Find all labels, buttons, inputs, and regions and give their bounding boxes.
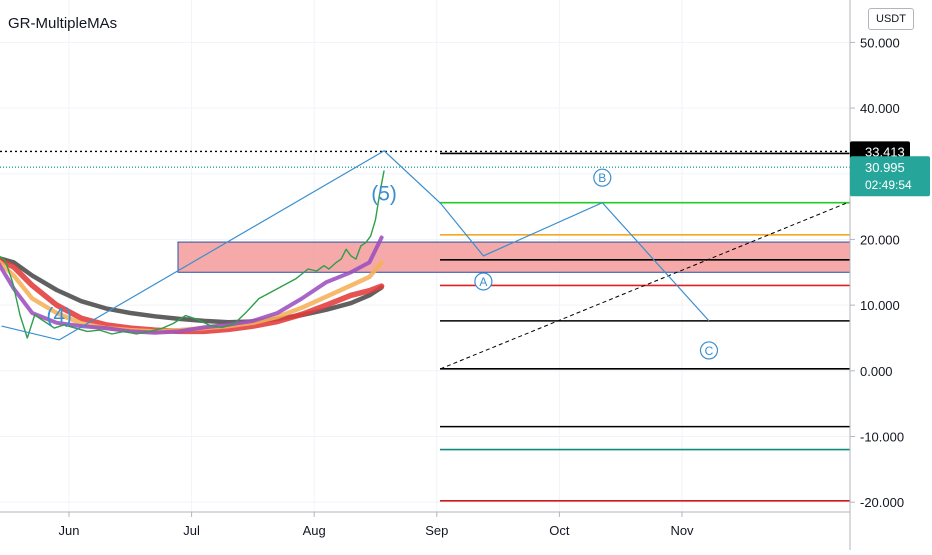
wave-label-circle [474, 272, 493, 291]
ma-purple-line [0, 235, 384, 335]
current-price-badge [850, 156, 930, 197]
x-tick-label: Jul [183, 523, 200, 538]
resistance-zone [177, 241, 851, 273]
wave-label-5: (5) [371, 182, 397, 205]
x-tick-label: Nov [670, 523, 694, 538]
countdown-label: 02:49:54 [865, 178, 912, 192]
ma-black-line [0, 256, 384, 325]
y-tick-label: -10.000 [860, 429, 904, 444]
price-line [0, 170, 385, 339]
x-tick-label: Jun [59, 523, 80, 538]
x-tick-label: Sep [425, 523, 448, 538]
levels-group [0, 150, 850, 502]
current-price-label: 30.995 [865, 160, 905, 175]
y-tick-label: 0.000 [860, 364, 893, 379]
wave-label-a: A [479, 275, 487, 289]
wave-path [1, 150, 710, 341]
y-tick-label: 10.000 [860, 298, 900, 313]
y-tick-label: 20.000 [860, 232, 900, 247]
zone-group [177, 241, 851, 273]
wave-label-circle [699, 341, 719, 360]
y-tick-label: 40.000 [860, 101, 900, 116]
trendline-group [440, 202, 848, 370]
currency-button[interactable]: USDT [868, 8, 914, 30]
wave-label-b: B [598, 171, 606, 185]
y-tick-label: -20.000 [860, 495, 904, 510]
wave-label-c: C [705, 344, 714, 358]
wave-label-circle [593, 168, 612, 187]
high-price-label: 33.413 [865, 144, 905, 159]
wave-label-4: (4) [46, 305, 72, 328]
x-tick-label: Aug [303, 523, 326, 538]
dashed-trendline [440, 202, 848, 370]
indicator-title: GR-MultipleMAs [8, 15, 118, 32]
wave-group: (4) (5) A B C [1, 150, 719, 360]
y-tick-label: 50.000 [860, 35, 900, 50]
price-group [0, 170, 385, 339]
moving-averages-group [0, 235, 385, 335]
x-tick-label: Oct [549, 523, 570, 538]
